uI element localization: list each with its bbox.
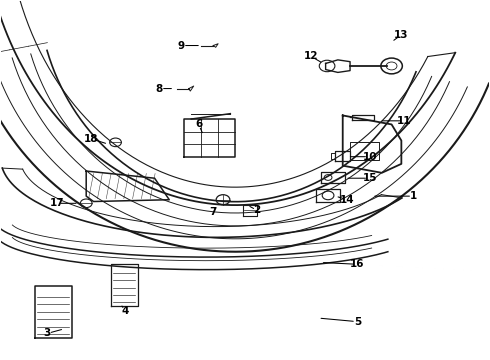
Text: 13: 13 xyxy=(394,30,409,40)
Text: 9: 9 xyxy=(178,41,185,50)
Text: 11: 11 xyxy=(396,116,411,126)
Text: 5: 5 xyxy=(354,317,361,327)
Text: 12: 12 xyxy=(304,51,318,61)
Text: 6: 6 xyxy=(195,120,202,129)
Text: 3: 3 xyxy=(44,328,51,338)
Text: 4: 4 xyxy=(122,306,129,316)
Text: 16: 16 xyxy=(350,259,365,269)
Text: 17: 17 xyxy=(49,198,64,208)
Text: 1: 1 xyxy=(410,191,417,201)
Text: 10: 10 xyxy=(362,152,377,162)
Text: 7: 7 xyxy=(210,207,217,217)
Text: 15: 15 xyxy=(362,173,377,183)
Text: 2: 2 xyxy=(254,206,261,216)
Text: 14: 14 xyxy=(340,195,355,205)
Text: 8: 8 xyxy=(156,84,163,94)
Text: 18: 18 xyxy=(84,134,98,144)
